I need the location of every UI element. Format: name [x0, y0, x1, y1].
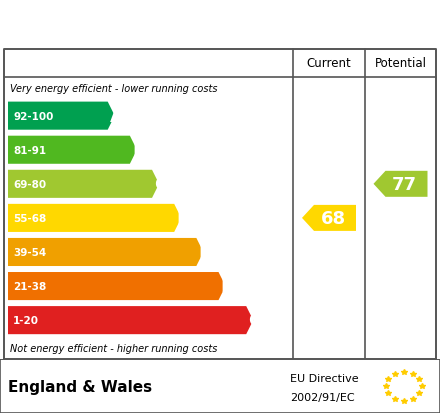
Text: Energy Efficiency Rating: Energy Efficiency Rating: [11, 14, 299, 34]
Text: EU Directive: EU Directive: [290, 373, 359, 383]
Text: Not energy efficient - higher running costs: Not energy efficient - higher running co…: [10, 343, 217, 354]
Polygon shape: [8, 238, 203, 266]
Text: 77: 77: [392, 176, 417, 193]
Text: C: C: [154, 176, 167, 193]
Text: 69-80: 69-80: [13, 179, 46, 189]
Text: England & Wales: England & Wales: [8, 379, 152, 394]
Text: A: A: [110, 107, 124, 126]
Text: 81-91: 81-91: [13, 145, 46, 155]
Polygon shape: [8, 204, 181, 233]
Polygon shape: [8, 136, 137, 164]
Text: G: G: [248, 311, 263, 329]
Text: D: D: [176, 209, 191, 227]
Text: Current: Current: [307, 57, 352, 70]
Text: E: E: [198, 243, 211, 261]
Polygon shape: [8, 306, 253, 335]
Text: 55-68: 55-68: [13, 214, 46, 223]
Polygon shape: [8, 102, 115, 131]
Polygon shape: [8, 170, 159, 198]
Polygon shape: [302, 205, 356, 231]
Text: F: F: [220, 278, 233, 295]
Text: 39-54: 39-54: [13, 247, 46, 257]
Text: 1-20: 1-20: [13, 316, 39, 325]
Text: Very energy efficient - lower running costs: Very energy efficient - lower running co…: [10, 83, 217, 93]
Text: 21-38: 21-38: [13, 281, 46, 291]
Text: 68: 68: [320, 209, 345, 227]
Text: B: B: [132, 141, 146, 159]
Text: 92-100: 92-100: [13, 112, 53, 121]
Polygon shape: [374, 171, 428, 197]
Text: Potential: Potential: [374, 57, 426, 70]
Polygon shape: [8, 272, 226, 300]
Text: 2002/91/EC: 2002/91/EC: [290, 392, 355, 402]
